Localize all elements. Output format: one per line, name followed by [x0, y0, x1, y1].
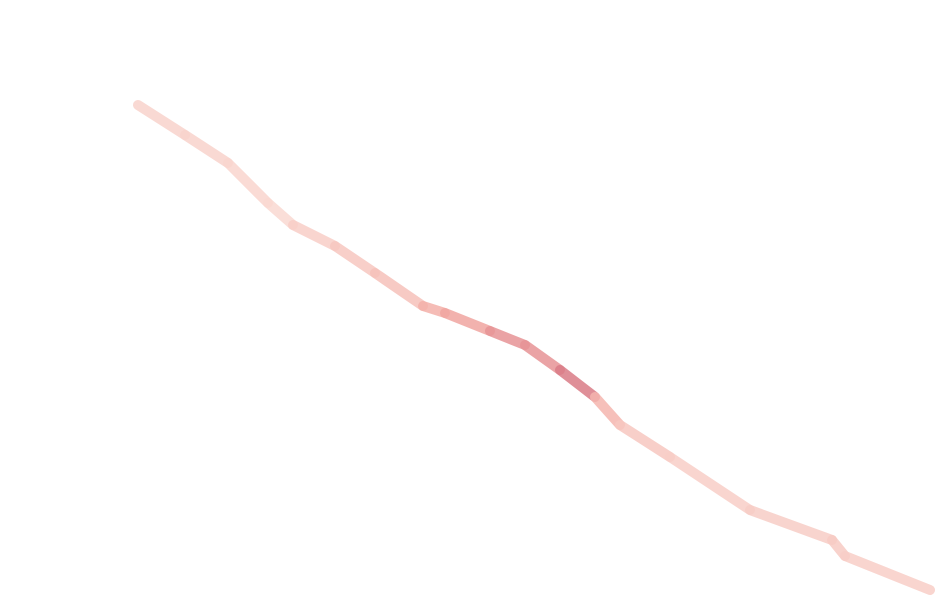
- route-segment[interactable]: [440, 308, 495, 336]
- route-segment[interactable]: [840, 551, 935, 595]
- route-segment[interactable]: [330, 241, 380, 278]
- route-segment[interactable]: [555, 365, 600, 402]
- route-segment[interactable]: [590, 392, 625, 430]
- route-segment[interactable]: [745, 505, 837, 545]
- route-segment[interactable]: [180, 130, 233, 168]
- route-segment[interactable]: [520, 340, 565, 375]
- route-segment[interactable]: [370, 268, 428, 311]
- route-segment[interactable]: [223, 158, 273, 208]
- route-segment[interactable]: [133, 100, 190, 140]
- route-segment[interactable]: [263, 198, 298, 230]
- route-segment[interactable]: [665, 452, 755, 515]
- route-track[interactable]: [133, 100, 935, 595]
- route-segment[interactable]: [288, 220, 340, 251]
- route-segment[interactable]: [485, 326, 530, 350]
- route-segment[interactable]: [615, 420, 675, 462]
